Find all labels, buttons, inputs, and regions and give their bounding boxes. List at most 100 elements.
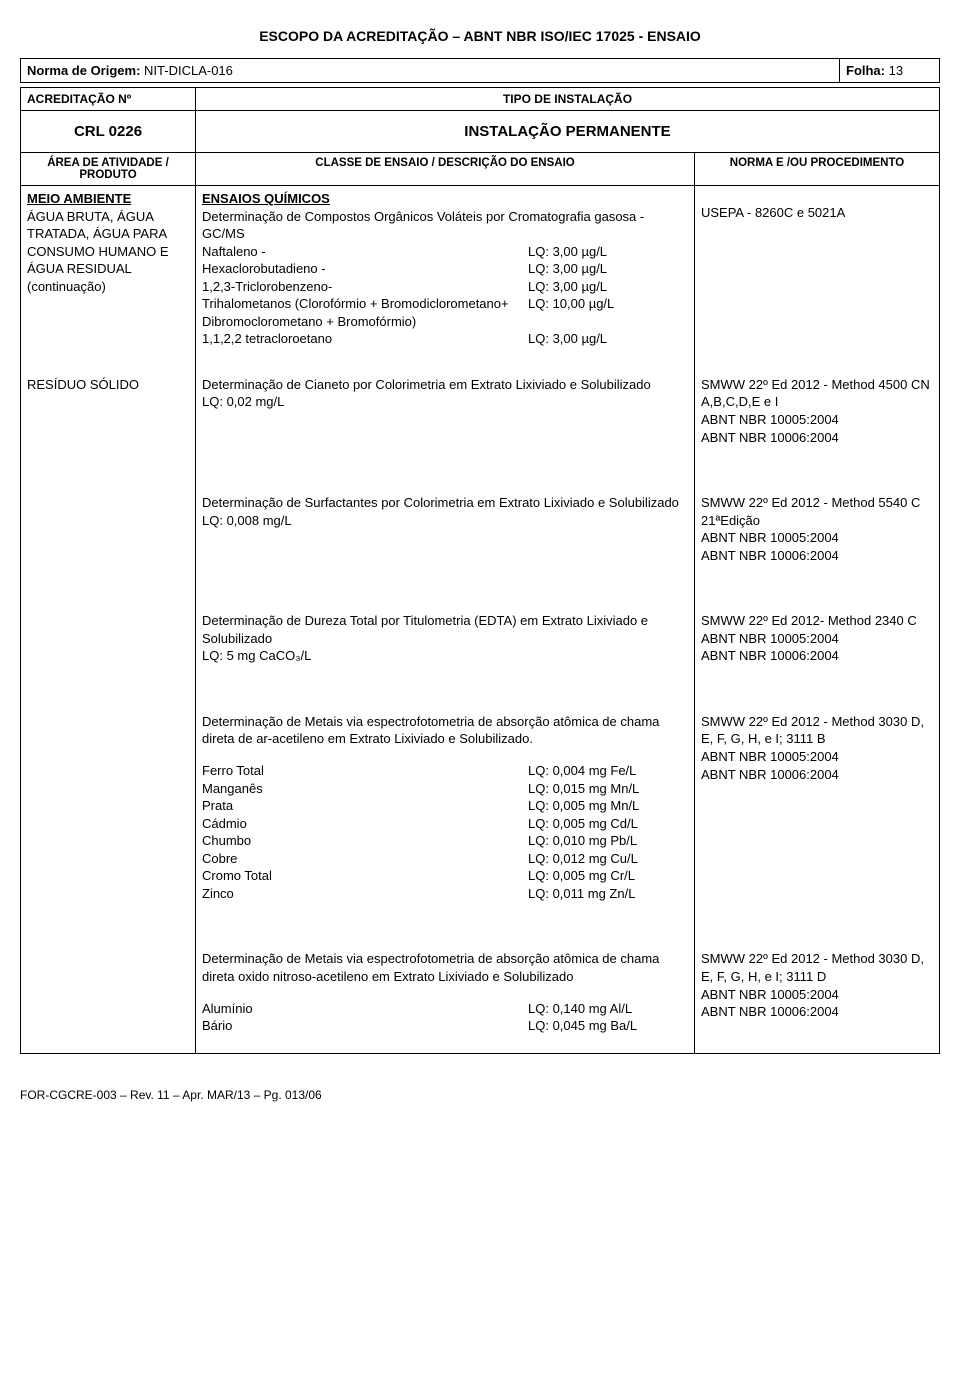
desc-intro: Determinação de Compostos Orgânicos Volá…: [202, 208, 688, 243]
item-r: LQ: 3,00 µg/L: [528, 330, 688, 348]
item-l: Bário: [202, 1017, 528, 1035]
product-cell: [21, 906, 196, 1053]
product-cell: [21, 568, 196, 669]
norm-text: ABNT NBR 10005:2004: [701, 529, 933, 547]
item-r: LQ: 0,045 mg Ba/L: [528, 1017, 688, 1035]
instalacao-value: INSTALAÇÃO PERMANENTE: [196, 111, 940, 153]
item-r: LQ: 0,140 mg Al/L: [528, 1000, 688, 1018]
norm-cell: SMWW 22º Ed 2012 - Method 5540 C 21ªEdiç…: [695, 450, 940, 568]
table-row: Determinação de Dureza Total por Titulom…: [21, 568, 940, 669]
norm-cell: SMWW 22º Ed 2012 - Method 3030 D, E, F, …: [695, 669, 940, 906]
item-r: LQ: 0,005 mg Mn/L: [528, 797, 688, 815]
item-l: Cádmio: [202, 815, 528, 833]
item-r: LQ: 0,010 mg Pb/L: [528, 832, 688, 850]
norm-text: SMWW 22º Ed 2012 - Method 4500 CN A,B,C,…: [701, 376, 933, 411]
table-row: RESÍDUO SÓLIDO Determinação de Cianeto p…: [21, 352, 940, 450]
desc-cell: ENSAIOS QUÍMICOS Determinação de Compost…: [196, 186, 695, 352]
item-l: Cobre: [202, 850, 528, 868]
lq-text: LQ: 0,008 mg/L: [202, 512, 688, 530]
lq-text: LQ: 5 mg CaCO₃/L: [202, 647, 688, 665]
folha-cell: Folha: 13: [840, 59, 940, 83]
norm-text: ABNT NBR 10006:2004: [701, 1003, 933, 1021]
norm-cell: SMWW 22º Ed 2012 - Method 3030 D, E, F, …: [695, 906, 940, 1053]
table-row: Determinação de Metais via espectrofotom…: [21, 906, 940, 1053]
norm-text: ABNT NBR 10005:2004: [701, 748, 933, 766]
norm-text: ABNT NBR 10006:2004: [701, 429, 933, 447]
item-l: Zinco: [202, 885, 528, 903]
item-r: LQ: 10,00 µg/L: [528, 295, 688, 330]
table-row: Determinação de Metais via espectrofotom…: [21, 669, 940, 906]
desc-text: Determinação de Dureza Total por Titulom…: [202, 612, 688, 647]
desc-cell: Determinação de Cianeto por Colorimetria…: [196, 352, 695, 450]
table-row: MEIO AMBIENTE ÁGUA BRUTA, ÁGUA TRATADA, …: [21, 186, 940, 352]
item-r: LQ: 0,015 mg Mn/L: [528, 780, 688, 798]
norm-text: SMWW 22º Ed 2012- Method 2340 C: [701, 612, 933, 630]
sub-header-table: ACREDITAÇÃO Nº TIPO DE INSTALAÇÃO CRL 02…: [20, 87, 940, 1054]
norma-origem-cell: Norma de Origem: NIT-DICLA-016: [21, 59, 840, 83]
product-text: ÁGUA BRUTA, ÁGUA TRATADA, ÁGUA PARA CONS…: [27, 208, 189, 296]
item-r: LQ: 3,00 µg/L: [528, 260, 688, 278]
desc-cell: Determinação de Metais via espectrofotom…: [196, 669, 695, 906]
norma-origem-label: Norma de Origem:: [27, 63, 144, 78]
norma-origem-value: NIT-DICLA-016: [144, 63, 233, 78]
header-table: Norma de Origem: NIT-DICLA-016 Folha: 13: [20, 58, 940, 83]
product-cell: [21, 450, 196, 568]
desc-text: Determinação de Cianeto por Colorimetria…: [202, 376, 688, 394]
item-r: LQ: 3,00 µg/L: [528, 278, 688, 296]
item-l: Naftaleno -: [202, 243, 528, 261]
page-footer: FOR-CGCRE-003 – Rev. 11 – Apr. MAR/13 – …: [20, 1088, 940, 1102]
norm-text: ABNT NBR 10006:2004: [701, 647, 933, 665]
item-r: LQ: 0,012 mg Cu/L: [528, 850, 688, 868]
desc-cell: Determinação de Metais via espectrofotom…: [196, 906, 695, 1053]
norm-cell: SMWW 22º Ed 2012 - Method 4500 CN A,B,C,…: [695, 352, 940, 450]
product-cell: MEIO AMBIENTE ÁGUA BRUTA, ÁGUA TRATADA, …: [21, 186, 196, 352]
desc-text: Determinação de Surfactantes por Colorim…: [202, 494, 688, 512]
ensaios-heading: ENSAIOS QUÍMICOS: [202, 190, 688, 208]
norm-text: ABNT NBR 10005:2004: [701, 411, 933, 429]
item-r: LQ: 0,005 mg Cr/L: [528, 867, 688, 885]
norm-text: SMWW 22º Ed 2012 - Method 3030 D, E, F, …: [701, 713, 933, 748]
item-l: Alumínio: [202, 1000, 528, 1018]
item-l: Manganês: [202, 780, 528, 798]
norm-text: ABNT NBR 10006:2004: [701, 766, 933, 784]
folha-label: Folha:: [846, 63, 889, 78]
item-l: 1,1,2,2 tetracloroetano: [202, 330, 528, 348]
item-l: Prata: [202, 797, 528, 815]
item-l: Ferro Total: [202, 762, 528, 780]
norm-text: SMWW 22º Ed 2012 - Method 3030 D, E, F, …: [701, 950, 933, 985]
item-l: Trihalometanos (Clorofórmio + Bromodiclo…: [202, 295, 528, 330]
acred-label: ACREDITAÇÃO Nº: [21, 88, 196, 111]
norm-text: ABNT NBR 10005:2004: [701, 630, 933, 648]
product-text: RESÍDUO SÓLIDO: [27, 356, 189, 394]
norm-text: ABNT NBR 10005:2004: [701, 986, 933, 1004]
col-norma-header: NORMA E /OU PROCEDIMENTO: [695, 153, 940, 186]
norm-text: USEPA - 8260C e 5021A: [701, 190, 933, 222]
norm-text: ABNT NBR 10006:2004: [701, 547, 933, 565]
item-r: LQ: 0,004 mg Fe/L: [528, 762, 688, 780]
desc-text: Determinação de Metais via espectrofotom…: [202, 713, 688, 748]
norm-text: SMWW 22º Ed 2012 - Method 5540 C 21ªEdiç…: [701, 494, 933, 529]
item-r: LQ: 3,00 µg/L: [528, 243, 688, 261]
norm-cell: SMWW 22º Ed 2012- Method 2340 C ABNT NBR…: [695, 568, 940, 669]
item-l: 1,2,3-Triclorobenzeno-: [202, 278, 528, 296]
item-l: Hexaclorobutadieno -: [202, 260, 528, 278]
item-l: Cromo Total: [202, 867, 528, 885]
desc-cell: Determinação de Surfactantes por Colorim…: [196, 450, 695, 568]
item-r: LQ: 0,005 mg Cd/L: [528, 815, 688, 833]
lq-text: LQ: 0,02 mg/L: [202, 393, 688, 411]
page-title: ESCOPO DA ACREDITAÇÃO – ABNT NBR ISO/IEC…: [20, 28, 940, 44]
norm-cell: USEPA - 8260C e 5021A: [695, 186, 940, 352]
desc-cell: Determinação de Dureza Total por Titulom…: [196, 568, 695, 669]
tipo-label: TIPO DE INSTALAÇÃO: [196, 88, 940, 111]
product-cell: [21, 669, 196, 906]
table-row: Determinação de Surfactantes por Colorim…: [21, 450, 940, 568]
product-cell: RESÍDUO SÓLIDO: [21, 352, 196, 450]
item-l: Chumbo: [202, 832, 528, 850]
desc-text: Determinação de Metais via espectrofotom…: [202, 950, 688, 985]
item-r: LQ: 0,011 mg Zn/L: [528, 885, 688, 903]
col-classe-header: CLASSE DE ENSAIO / DESCRIÇÃO DO ENSAIO: [196, 153, 695, 186]
product-heading: MEIO AMBIENTE: [27, 190, 189, 208]
folha-value: 13: [889, 63, 903, 78]
crl-value: CRL 0226: [21, 111, 196, 153]
col-area-header: ÁREA DE ATIVIDADE / PRODUTO: [21, 153, 196, 186]
